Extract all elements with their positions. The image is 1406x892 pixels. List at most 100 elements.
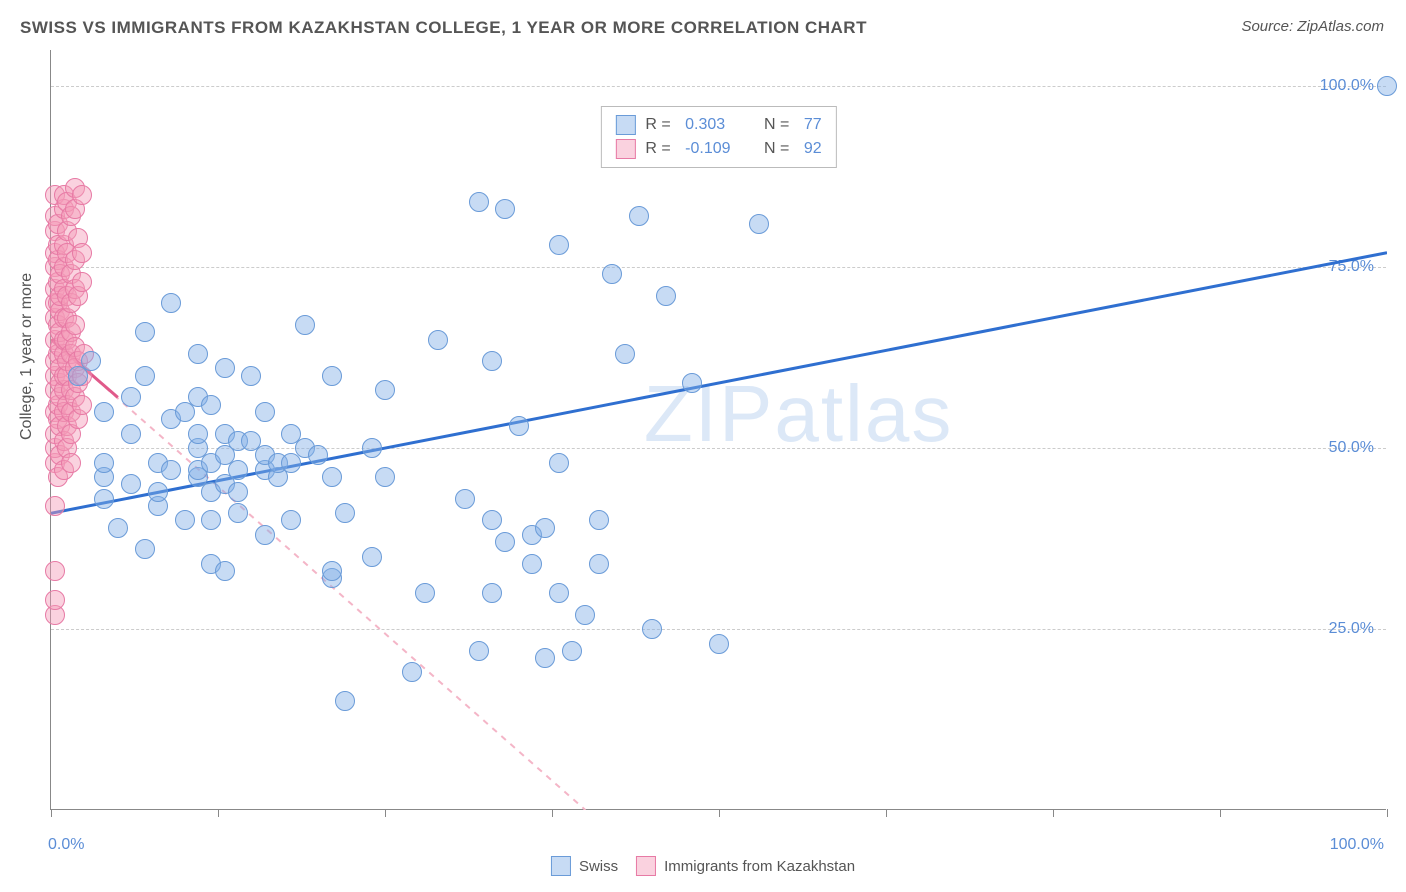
data-point [629, 206, 649, 226]
data-point [72, 272, 92, 292]
data-point [642, 619, 662, 639]
data-point [215, 561, 235, 581]
x-tick [51, 809, 52, 817]
data-point [135, 322, 155, 342]
data-point [45, 590, 65, 610]
swatch [615, 115, 635, 135]
swatch [615, 139, 635, 159]
data-point [108, 518, 128, 538]
data-point [45, 496, 65, 516]
chart-source: Source: ZipAtlas.com [1241, 18, 1384, 35]
data-point [308, 445, 328, 465]
data-point [709, 634, 729, 654]
y-tick-label: 100.0% [1320, 77, 1374, 95]
data-point [495, 532, 515, 552]
data-point [455, 489, 475, 509]
y-tick-label: 25.0% [1329, 620, 1374, 638]
data-point [322, 561, 342, 581]
data-point [94, 453, 114, 473]
data-point [241, 366, 261, 386]
data-point [362, 547, 382, 567]
data-point [415, 583, 435, 603]
data-point [255, 525, 275, 545]
data-point [188, 344, 208, 364]
legend-label: Swiss [579, 858, 618, 875]
stats-r-value: -0.109 [685, 140, 745, 158]
data-point [495, 199, 515, 219]
x-tick [385, 809, 386, 817]
data-point [656, 286, 676, 306]
data-point [228, 460, 248, 480]
data-point [161, 293, 181, 313]
x-tick [552, 809, 553, 817]
stats-n-label: N = [755, 116, 794, 134]
data-point [201, 510, 221, 530]
data-point [509, 416, 529, 436]
data-point [549, 453, 569, 473]
data-point [72, 243, 92, 263]
data-point [201, 395, 221, 415]
legend-label: Immigrants from Kazakhstan [664, 858, 855, 875]
data-point [228, 482, 248, 502]
chart-title: SWISS VS IMMIGRANTS FROM KAZAKHSTAN COLL… [20, 18, 867, 38]
data-point [94, 489, 114, 509]
data-point [45, 561, 65, 581]
data-point [61, 453, 81, 473]
y-tick-label: 75.0% [1329, 258, 1374, 276]
data-point [335, 691, 355, 711]
x-tick [218, 809, 219, 817]
data-point [255, 402, 275, 422]
data-point [65, 315, 85, 335]
data-point [81, 351, 101, 371]
data-point [161, 460, 181, 480]
data-point [215, 358, 235, 378]
data-point [188, 424, 208, 444]
data-point [322, 366, 342, 386]
data-point [135, 539, 155, 559]
data-point [535, 518, 555, 538]
x-tick [886, 809, 887, 817]
data-point [135, 366, 155, 386]
data-point [402, 662, 422, 682]
data-point [549, 583, 569, 603]
data-point [121, 474, 141, 494]
data-point [615, 344, 635, 364]
legend: Swiss Immigrants from Kazakhstan [551, 856, 855, 876]
data-point [94, 402, 114, 422]
plot-area: ZIPatlas R = 0.303 N = 77R = -0.109 N = … [50, 50, 1386, 810]
swatch [551, 856, 571, 876]
data-point [148, 482, 168, 502]
stats-r-label: R = [645, 140, 675, 158]
y-tick-label: 50.0% [1329, 439, 1374, 457]
data-point [121, 424, 141, 444]
correlation-chart: SWISS VS IMMIGRANTS FROM KAZAKHSTAN COLL… [0, 0, 1406, 892]
data-point [295, 315, 315, 335]
data-point [535, 648, 555, 668]
x-tick [1220, 809, 1221, 817]
gridline [51, 267, 1386, 268]
data-point [228, 503, 248, 523]
data-point [682, 373, 702, 393]
data-point [549, 235, 569, 255]
legend-item: Immigrants from Kazakhstan [636, 856, 855, 876]
data-point [375, 467, 395, 487]
stats-r-value: 0.303 [685, 116, 745, 134]
data-point [375, 380, 395, 400]
data-point [1377, 76, 1397, 96]
data-point [335, 503, 355, 523]
stats-n-value: 77 [804, 116, 822, 134]
data-point [482, 351, 502, 371]
data-point [121, 387, 141, 407]
x-tick [719, 809, 720, 817]
data-point [575, 605, 595, 625]
data-point [469, 641, 489, 661]
trend-line [51, 340, 585, 810]
stats-n-label: N = [755, 140, 794, 158]
data-point [749, 214, 769, 234]
data-point [589, 510, 609, 530]
gridline [51, 629, 1386, 630]
stats-r-label: R = [645, 116, 675, 134]
stats-n-value: 92 [804, 140, 822, 158]
stats-row: R = 0.303 N = 77 [615, 113, 821, 137]
stats-box: R = 0.303 N = 77R = -0.109 N = 92 [600, 106, 836, 168]
